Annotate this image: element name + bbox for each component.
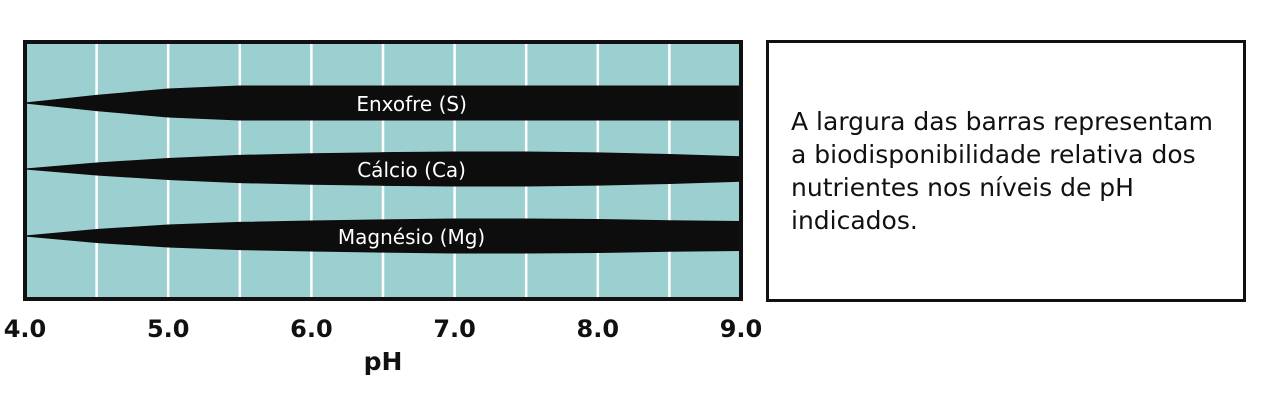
- legend-text: A largura das barras representam a biodi…: [791, 107, 1213, 235]
- x-tick-label: 5.0: [147, 315, 190, 343]
- x-tick-label: 4.0: [4, 315, 47, 343]
- plot-frame: [23, 40, 743, 301]
- x-tick-label: 7.0: [433, 315, 476, 343]
- bar-label: Cálcio (Ca): [357, 158, 466, 182]
- x-tick-label: 9.0: [720, 315, 763, 343]
- bar-label: Enxofre (S): [356, 92, 467, 116]
- bar-label: Magnésio (Mg): [338, 225, 485, 249]
- x-tick-label: 8.0: [577, 315, 620, 343]
- x-tick-label: 6.0: [290, 315, 333, 343]
- legend-box: A largura das barras representam a biodi…: [766, 40, 1246, 302]
- x-axis-title: pH: [364, 347, 403, 376]
